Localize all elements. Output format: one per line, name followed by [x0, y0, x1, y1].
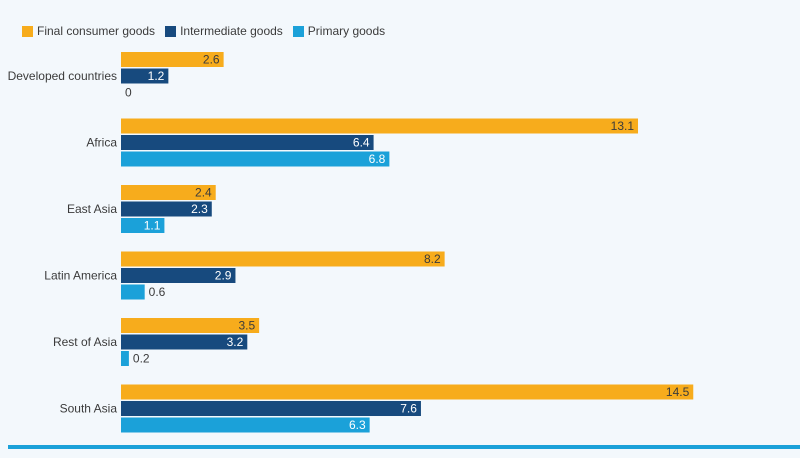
category-label-rest-of-asia: Rest of Asia: [53, 335, 117, 349]
legend: Final consumer goods Intermediate goods Pr…: [22, 22, 395, 40]
category-label-africa: Africa: [86, 136, 117, 150]
bar-latin-america-primary-goods: [121, 284, 145, 300]
data-label-developed-countries-primary-goods: 0: [125, 86, 132, 100]
bar-latin-america-intermediate-goods: [121, 268, 236, 283]
data-label-latin-america-intermediate-goods: 2.9: [215, 269, 232, 283]
bar-south-asia-intermediate-goods: [121, 401, 421, 416]
data-label-rest-of-asia-final-consumer-goods: 3.5: [238, 319, 255, 333]
bottom-rule: [8, 445, 800, 449]
legend-swatch-final-consumer-goods: [22, 25, 33, 37]
data-label-africa-final-consumer-goods: 13.1: [611, 119, 635, 133]
data-label-developed-countries-final-consumer-goods: 2.6: [203, 53, 220, 67]
category-label-latin-america: Latin America: [44, 269, 117, 283]
data-label-south-asia-final-consumer-goods: 14.5: [666, 385, 690, 399]
data-label-developed-countries-intermediate-goods: 1.2: [148, 69, 165, 83]
legend-label-final-consumer-goods: Final consumer goods: [37, 24, 156, 38]
data-label-south-asia-intermediate-goods: 7.6: [400, 402, 417, 416]
legend-label-primary-goods: Primary goods: [307, 24, 386, 38]
bar-africa-final-consumer-goods: [121, 118, 639, 134]
category-label-developed-countries: Developed countries: [8, 69, 117, 83]
legend-item-primary-goods: Primary goods: [292, 24, 386, 38]
data-label-africa-primary-goods: 6.8: [369, 152, 386, 166]
legend-label-intermediate-goods: Intermediate goods: [180, 24, 283, 38]
bar-rest-of-asia-primary-goods: [121, 351, 129, 366]
bar-developed-countries-intermediate-goods: [121, 68, 169, 84]
data-label-latin-america-primary-goods: 0.6: [149, 285, 166, 299]
data-label-east-asia-primary-goods: 1.1: [144, 219, 161, 233]
legend-swatch-primary-goods: [292, 25, 304, 37]
data-label-africa-intermediate-goods: 6.4: [353, 136, 370, 150]
category-label-south-asia: South Asia: [60, 402, 118, 416]
data-label-rest-of-asia-primary-goods: 0.2: [133, 352, 150, 366]
legend-item-intermediate-goods: Intermediate goods: [165, 24, 283, 38]
data-label-rest-of-asia-intermediate-goods: 3.2: [227, 335, 244, 349]
data-label-east-asia-intermediate-goods: 2.3: [191, 202, 208, 216]
data-label-south-asia-primary-goods: 6.3: [349, 418, 366, 432]
legend-item-final-consumer-goods: Final consumer goods: [22, 24, 155, 38]
category-label-east-asia: East Asia: [67, 202, 117, 216]
data-label-latin-america-final-consumer-goods: 8.2: [424, 252, 441, 266]
bar-rest-of-asia-final-consumer-goods: [121, 318, 260, 333]
bar-south-asia-final-consumer-goods: [121, 384, 694, 400]
data-label-east-asia-final-consumer-goods: 2.4: [195, 186, 212, 200]
bar-latin-america-final-consumer-goods: [121, 251, 445, 267]
bar-east-asia-primary-goods: [121, 218, 165, 233]
bar-rest-of-asia-intermediate-goods: [121, 334, 248, 350]
bar-east-asia-intermediate-goods: [121, 201, 212, 217]
bar-south-asia-primary-goods: [121, 417, 370, 433]
bar-africa-intermediate-goods: [121, 135, 374, 150]
bar-developed-countries-final-consumer-goods: [121, 52, 224, 67]
bar-africa-primary-goods: [121, 151, 390, 167]
legend-swatch-intermediate-goods: [165, 25, 177, 37]
bar-east-asia-final-consumer-goods: [121, 185, 216, 200]
